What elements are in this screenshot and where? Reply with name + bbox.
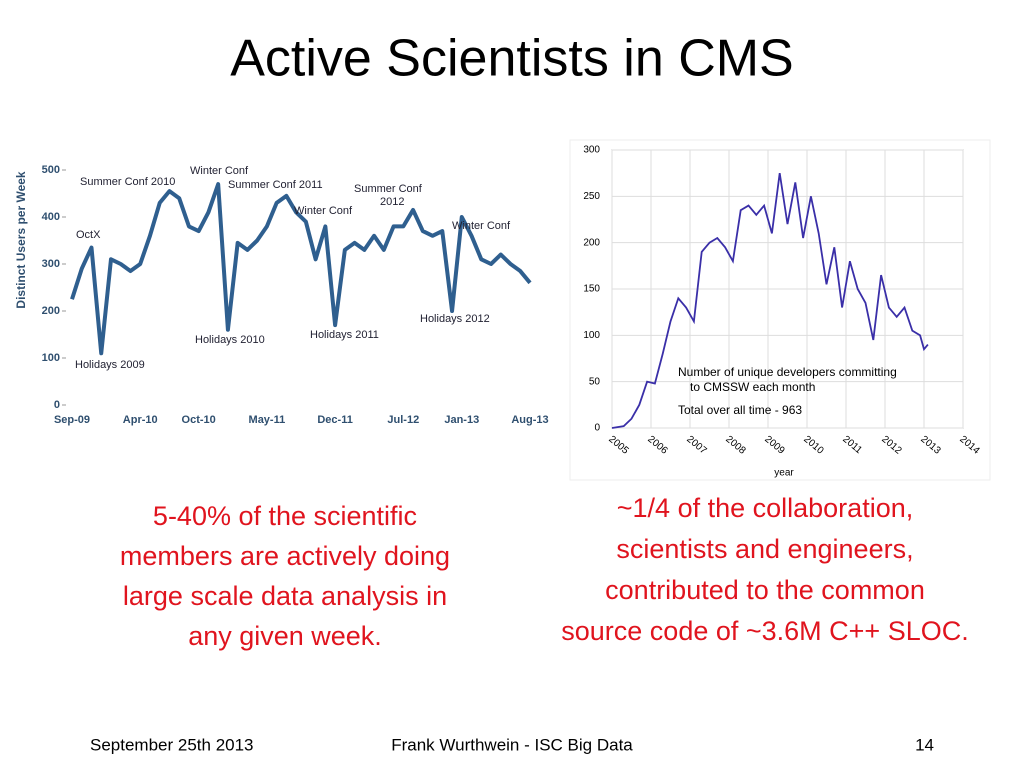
data-line [611, 173, 929, 429]
caption-left: any given week. [188, 621, 382, 651]
caption-right: source code of ~3.6M C++ SLOC. [561, 616, 968, 646]
y-tick-label: 500 [42, 164, 60, 176]
x-tick-label: Dec-11 [317, 414, 352, 426]
annotation: to CMSSW each month [690, 380, 815, 394]
x-tick-label: Aug-13 [511, 414, 548, 426]
y-axis-label: Distinct Users per Week [14, 171, 28, 308]
chart-panel [569, 139, 991, 481]
y-tick-label: 0 [54, 399, 60, 411]
annotation: Winter Conf [190, 165, 249, 177]
annotation: Summer Conf [354, 183, 423, 195]
y-tick-label: 50 [589, 376, 601, 387]
x-tick-label: Sep-09 [54, 414, 90, 426]
annotation: OctX [76, 229, 101, 241]
y-tick-label: 200 [583, 237, 600, 248]
footer-date: September 25th 2013 [90, 735, 254, 754]
annotation: Winter Conf [452, 220, 511, 232]
annotation: Holidays 2011 [310, 329, 379, 341]
y-tick-label: 400 [42, 211, 60, 223]
caption-left: large scale data analysis in [123, 581, 447, 611]
annotation: Number of unique developers committing [678, 365, 897, 379]
y-tick-label: 300 [583, 145, 600, 156]
annotation: Summer Conf 2011 [228, 179, 323, 191]
x-tick-label: May-11 [249, 414, 286, 426]
caption-right: ~1/4 of the collaboration, [617, 493, 913, 523]
annotation: Holidays 2009 [75, 359, 145, 371]
annotation: 2012 [380, 196, 404, 208]
y-tick-label: 100 [42, 352, 60, 364]
y-tick-label: 200 [42, 305, 60, 317]
annotation: Total over all time - 963 [678, 403, 802, 417]
caption-left: 5-40% of the scientific [153, 501, 417, 531]
caption-right: scientists and engineers, [616, 534, 913, 564]
y-tick-label: 100 [583, 330, 600, 341]
data-line [70, 182, 532, 356]
slide-title: Active Scientists in CMS [230, 30, 794, 88]
footer-page: 14 [915, 735, 934, 754]
caption-right: contributed to the common [605, 575, 925, 605]
annotation: Holidays 2010 [195, 334, 265, 346]
y-tick-label: 300 [42, 258, 60, 270]
x-axis-label: year [774, 468, 794, 479]
y-tick-label: 0 [594, 423, 600, 434]
x-tick-label: Jul-12 [387, 414, 419, 426]
y-tick-label: 250 [583, 191, 600, 202]
x-tick-label: Oct-10 [182, 414, 216, 426]
y-tick-label: 150 [583, 284, 600, 295]
x-tick-label: Jan-13 [444, 414, 479, 426]
caption-left: members are actively doing [120, 541, 450, 571]
x-tick-label: Apr-10 [123, 414, 158, 426]
annotation: Summer Conf 2010 [80, 176, 175, 188]
footer-author: Frank Wurthwein - ISC Big Data [391, 735, 633, 754]
annotation: Holidays 2012 [420, 313, 490, 325]
annotation: Winter Conf [294, 205, 353, 217]
